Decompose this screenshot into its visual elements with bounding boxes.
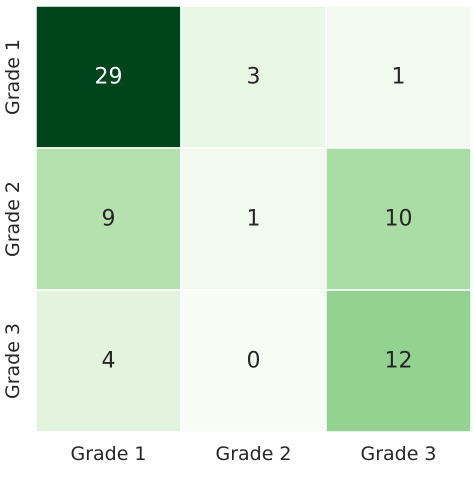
heatmap-cell-r3-c1: [35, 289, 182, 433]
heatmap-cell-r2-c3: [325, 147, 472, 291]
y-tick-labels: Grade 1 Grade 2 Grade 3: [2, 39, 24, 399]
heatmap-cell-r2-c2: [180, 147, 327, 291]
heatmap-cell-r1-c2: [180, 5, 327, 149]
cell-value-label-r1-c2: 3: [247, 65, 261, 90]
cell-value-label-r3-c3: 12: [385, 349, 413, 374]
cell-value-label-r2-c3: 10: [385, 207, 413, 232]
x-tick-label-1: Grade 1: [70, 443, 146, 465]
y-tick-label-1: Grade 1: [2, 39, 24, 115]
heatmap-cell-r3-c2: [180, 289, 327, 433]
cell-value-label-r1-c3: 1: [392, 65, 406, 90]
heatmap-cell-r1-c1: [35, 5, 182, 149]
y-tick-label-2: Grade 2: [2, 181, 24, 257]
cell-value-label-r1-c1: 29: [95, 65, 123, 90]
cells-layer: [35, 5, 472, 433]
cell-value-label-r3-c2: 0: [247, 349, 261, 374]
heatmap-cell-r2-c1: [35, 147, 182, 291]
cell-value-label-r2-c1: 9: [102, 207, 116, 232]
y-tick-label-3: Grade 3: [2, 323, 24, 399]
cell-value-label-r3-c1: 4: [102, 349, 116, 374]
heatmap-cell-r1-c3: [325, 5, 472, 149]
x-tick-labels: Grade 1 Grade 2 Grade 3: [70, 443, 436, 465]
x-tick-label-2: Grade 2: [215, 443, 291, 465]
heatmap-cell-r3-c3: [325, 289, 472, 433]
annotations-layer: 29 3 1 9 1 10 4 0 12: [95, 65, 413, 374]
x-tick-label-3: Grade 3: [360, 443, 436, 465]
cell-value-label-r2-c2: 1: [247, 207, 261, 232]
